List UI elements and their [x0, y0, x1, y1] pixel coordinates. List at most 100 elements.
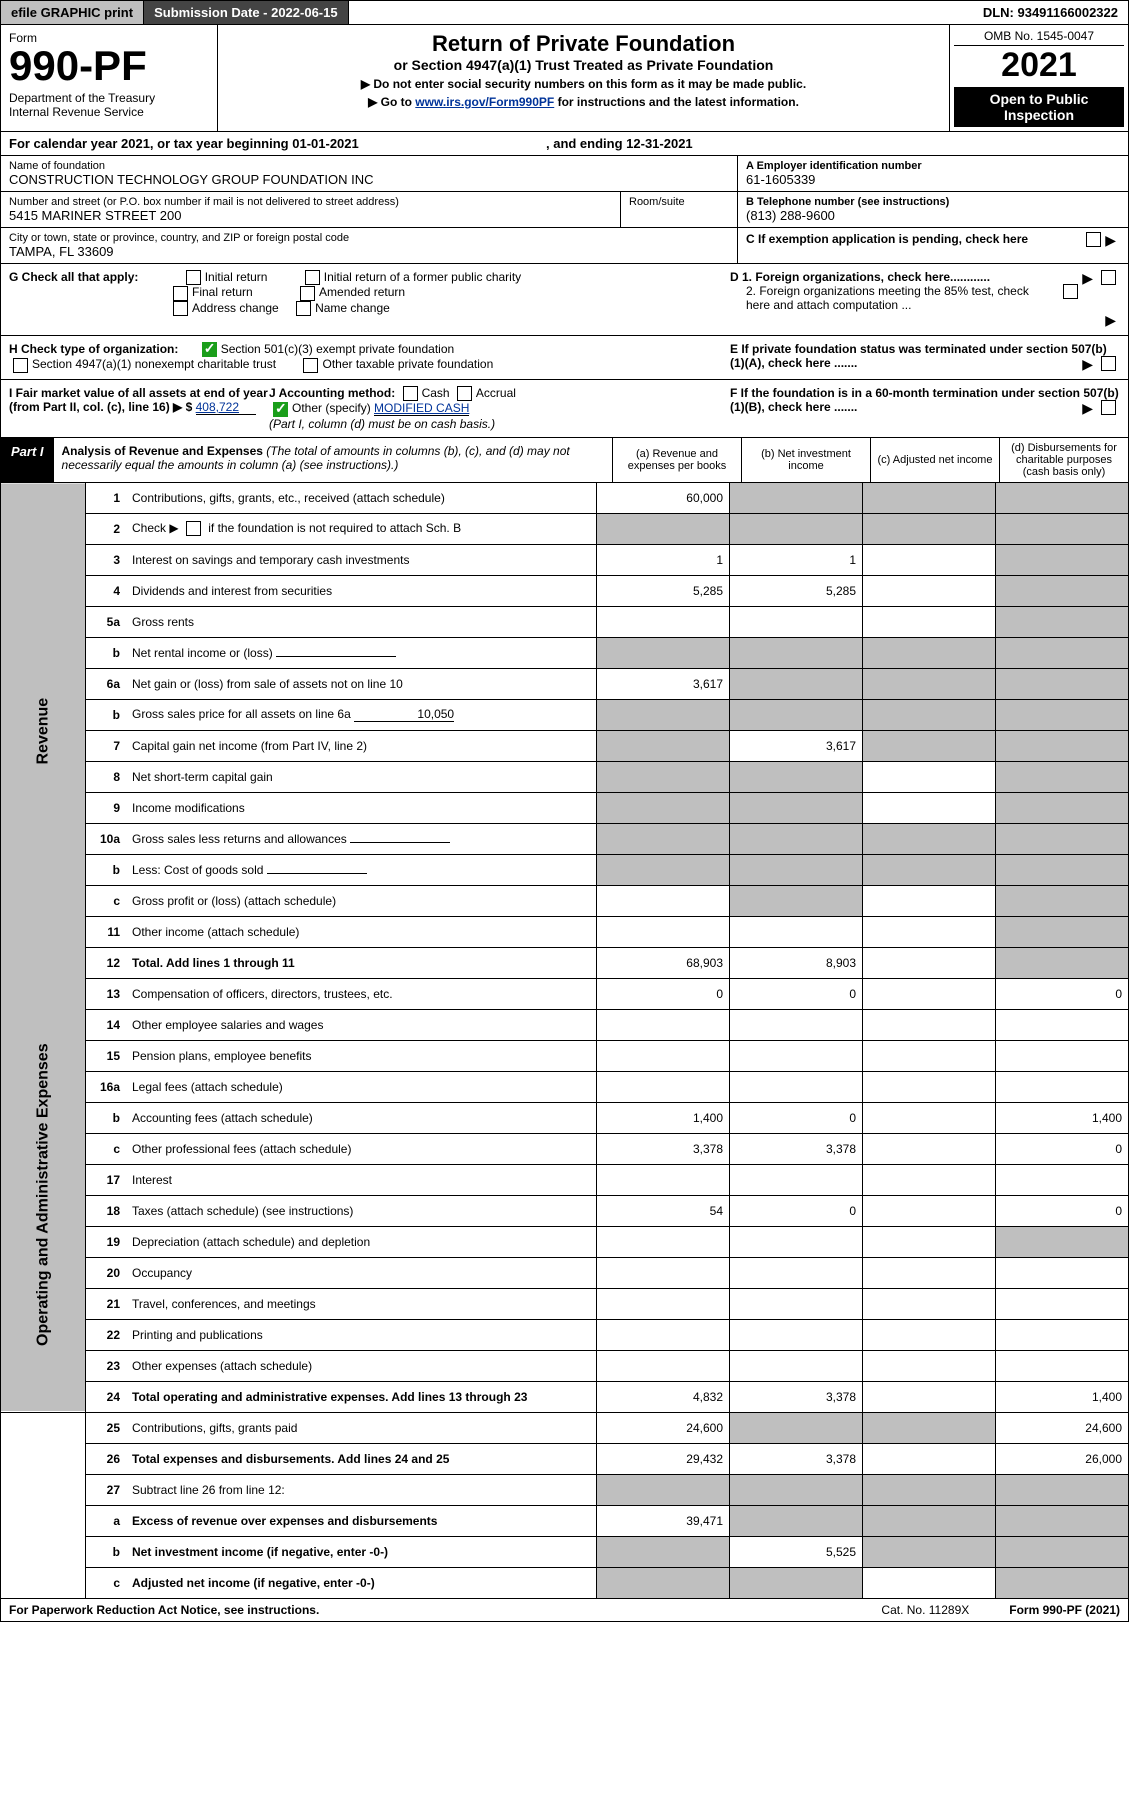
row-num: 19 [86, 1226, 127, 1257]
row-amt-c [863, 761, 996, 792]
cell-grey [996, 761, 1129, 792]
i-value[interactable]: 408,722 [196, 400, 256, 415]
r2-checkbox[interactable] [186, 521, 201, 536]
d1-checkbox[interactable] [1101, 270, 1116, 285]
table-row: 27Subtract line 26 from line 12: [1, 1474, 1129, 1505]
row-amt-b [730, 916, 863, 947]
part1-table: Revenue 1 Contributions, gifts, grants, … [0, 483, 1129, 1599]
cell-grey [996, 1474, 1129, 1505]
j-accrual: Accrual [476, 386, 516, 400]
row-amt-c [863, 1319, 996, 1350]
row-amt-a: 68,903 [597, 947, 730, 978]
row-amt-a [597, 606, 730, 637]
irs-link[interactable]: www.irs.gov/Form990PF [415, 95, 554, 109]
row-desc: Pension plans, employee benefits [126, 1040, 597, 1071]
row-amt-c [863, 1443, 996, 1474]
row-desc: Net rental income or (loss) [126, 637, 597, 668]
row-desc: Legal fees (attach schedule) [126, 1071, 597, 1102]
arrow-icon: ▶ [1105, 312, 1116, 329]
section-h-e: H Check type of organization: Section 50… [0, 336, 1129, 380]
j-cash-checkbox[interactable] [403, 386, 418, 401]
h-4947-checkbox[interactable] [13, 358, 28, 373]
row-amt-b: 3,378 [730, 1133, 863, 1164]
row-num: 4 [86, 575, 127, 606]
footer-right: Form 990-PF (2021) [1009, 1603, 1120, 1617]
cell-grey [996, 947, 1129, 978]
row-num: c [86, 885, 127, 916]
row-num: 20 [86, 1257, 127, 1288]
top-bar: efile GRAPHIC print Submission Date - 20… [0, 0, 1129, 25]
d2-checkbox[interactable] [1063, 284, 1078, 299]
row-num: 13 [86, 978, 127, 1009]
r2-pre: Check ▶ [132, 521, 182, 535]
col-a-header: (a) Revenue and expenses per books [612, 438, 741, 482]
g-former-checkbox[interactable] [305, 270, 320, 285]
row-num: a [86, 1505, 127, 1536]
foundation-name: CONSTRUCTION TECHNOLOGY GROUP FOUNDATION… [9, 172, 729, 187]
j-other-value[interactable]: MODIFIED CASH [374, 401, 469, 416]
f-checkbox[interactable] [1101, 400, 1116, 415]
form-header: Form 990-PF Department of the Treasury I… [0, 25, 1129, 132]
row-amt-a: 3,617 [597, 668, 730, 699]
row-amt-d [996, 1040, 1129, 1071]
h-501c3-checkbox[interactable] [202, 342, 217, 357]
row-num: 2 [86, 513, 127, 544]
cell-grey [996, 606, 1129, 637]
table-row: Operating and Administrative Expenses 13… [1, 978, 1129, 1009]
g-final-checkbox[interactable] [173, 286, 188, 301]
cell-grey [730, 668, 863, 699]
g-address-checkbox[interactable] [173, 301, 188, 316]
header-right: OMB No. 1545-0047 2021 Open to Public In… [949, 25, 1128, 131]
cell-grey [597, 761, 730, 792]
row-desc: Printing and publications [126, 1319, 597, 1350]
table-row: 20Occupancy [1, 1257, 1129, 1288]
table-row: 19Depreciation (attach schedule) and dep… [1, 1226, 1129, 1257]
r10b-field [267, 873, 367, 874]
r5b-text: Net rental income or (loss) [132, 646, 273, 660]
row-amt-a: 60,000 [597, 483, 730, 514]
e-checkbox[interactable] [1101, 356, 1116, 371]
row-amt-b [730, 1350, 863, 1381]
g-name-checkbox[interactable] [296, 301, 311, 316]
cell-grey [730, 792, 863, 823]
row-amt-a [597, 1040, 730, 1071]
row-num: 6a [86, 668, 127, 699]
cell-grey [996, 1567, 1129, 1598]
table-row: 15Pension plans, employee benefits [1, 1040, 1129, 1071]
row-amt-d [996, 1164, 1129, 1195]
c-checkbox[interactable] [1086, 232, 1101, 247]
h-opt2: Section 4947(a)(1) nonexempt charitable … [32, 357, 276, 371]
city-value: TAMPA, FL 33609 [9, 244, 729, 259]
calyear-mid: , and ending [546, 136, 626, 151]
cell-grey [863, 1412, 996, 1443]
row-num: c [86, 1567, 127, 1598]
room-label: Room/suite [621, 192, 737, 227]
cell-grey [863, 823, 996, 854]
row-amt-a [597, 1009, 730, 1040]
row-amt-a: 39,471 [597, 1505, 730, 1536]
table-row: 8 Net short-term capital gain [1, 761, 1129, 792]
g-amended-checkbox[interactable] [300, 286, 315, 301]
cell-grey [996, 730, 1129, 761]
cell-grey [597, 513, 730, 544]
row-num: b [86, 699, 127, 730]
expenses-side-label: Operating and Administrative Expenses [1, 978, 86, 1412]
cell-grey [597, 699, 730, 730]
cell-grey [863, 637, 996, 668]
j-accrual-checkbox[interactable] [457, 386, 472, 401]
table-row: 4 Dividends and interest from securities… [1, 575, 1129, 606]
row-amt-b: 3,378 [730, 1381, 863, 1412]
cell-grey [730, 1412, 863, 1443]
h-other-checkbox[interactable] [303, 358, 318, 373]
g-opt-final: Final return [192, 285, 253, 299]
line2-pre: ▶ Go to [368, 95, 415, 109]
form-number: 990-PF [9, 45, 209, 87]
efile-print-button[interactable]: efile GRAPHIC print [1, 1, 144, 24]
ein-value: 61-1605339 [746, 172, 1120, 187]
r6b-value: 10,050 [354, 707, 454, 722]
row-num: 9 [86, 792, 127, 823]
j-other-checkbox[interactable] [273, 402, 288, 417]
g-initial-checkbox[interactable] [186, 270, 201, 285]
e-label: E If private foundation status was termi… [730, 342, 1107, 370]
dln-label: DLN: 93491166002322 [973, 1, 1128, 24]
